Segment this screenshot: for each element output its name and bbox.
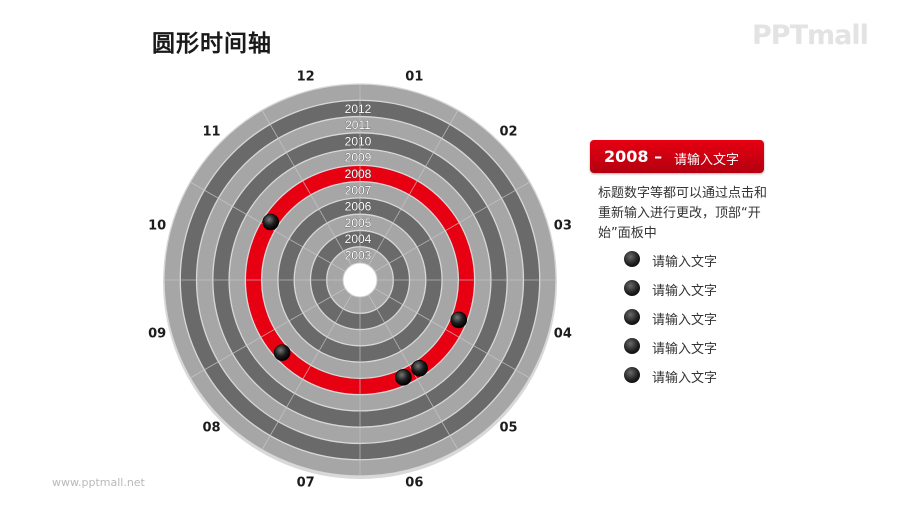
- year-label: 2004: [345, 232, 372, 246]
- month-label: 10: [148, 218, 167, 234]
- month-divider: [261, 294, 352, 450]
- bullet-ball-icon: [624, 309, 640, 325]
- description-text: 标题数字等都可以通过点击和重新输入进行更改，顶部“开始”面板中: [598, 186, 768, 241]
- bullet-ball-icon: [624, 338, 640, 354]
- bullet-ball-icon: [624, 251, 640, 267]
- month-label: 12: [296, 69, 315, 85]
- year-label: 2012: [345, 102, 372, 116]
- month-label: 03: [553, 218, 572, 234]
- month-divider: [190, 288, 346, 379]
- month-label: 08: [202, 420, 221, 436]
- bullet-ball-icon: [624, 280, 640, 296]
- month-label: 06: [405, 475, 424, 491]
- year-label: 2011: [345, 118, 371, 132]
- month-divider: [368, 110, 459, 266]
- month-label: 09: [148, 326, 167, 342]
- event-marker: [411, 359, 428, 377]
- footer-url: www.pptmall.net: [52, 476, 145, 489]
- month-label: 11: [202, 124, 221, 139]
- month-label: 05: [499, 420, 518, 436]
- year-label: 2010: [345, 134, 372, 148]
- event-marker: [450, 311, 468, 329]
- event-marker: [262, 213, 279, 231]
- event-marker: [273, 344, 291, 361]
- center-hole: [342, 262, 378, 298]
- year-label: 2006: [345, 200, 372, 214]
- brand-logo: PPTmall: [752, 20, 869, 51]
- month-label: 02: [499, 124, 518, 139]
- year-label: 2007: [345, 183, 372, 197]
- year-label: 2003: [345, 248, 372, 262]
- highlight-header[interactable]: 2008 – 请输入文字: [590, 140, 764, 173]
- month-label: 07: [296, 475, 315, 491]
- month-divider: [374, 181, 530, 272]
- year-label: 2008: [345, 167, 372, 181]
- month-divider: [261, 110, 352, 266]
- page-title: 圆形时间轴: [152, 31, 272, 57]
- bullet-ball-icon: [624, 367, 640, 383]
- month-label: 01: [405, 69, 424, 85]
- event-marker: [395, 368, 412, 386]
- highlight-year: 2008 –: [604, 147, 663, 166]
- month-label: 04: [553, 326, 572, 342]
- year-label: 2009: [345, 151, 372, 165]
- month-divider: [374, 288, 530, 379]
- highlight-label: 请输入文字: [674, 153, 740, 168]
- year-label: 2005: [345, 216, 372, 230]
